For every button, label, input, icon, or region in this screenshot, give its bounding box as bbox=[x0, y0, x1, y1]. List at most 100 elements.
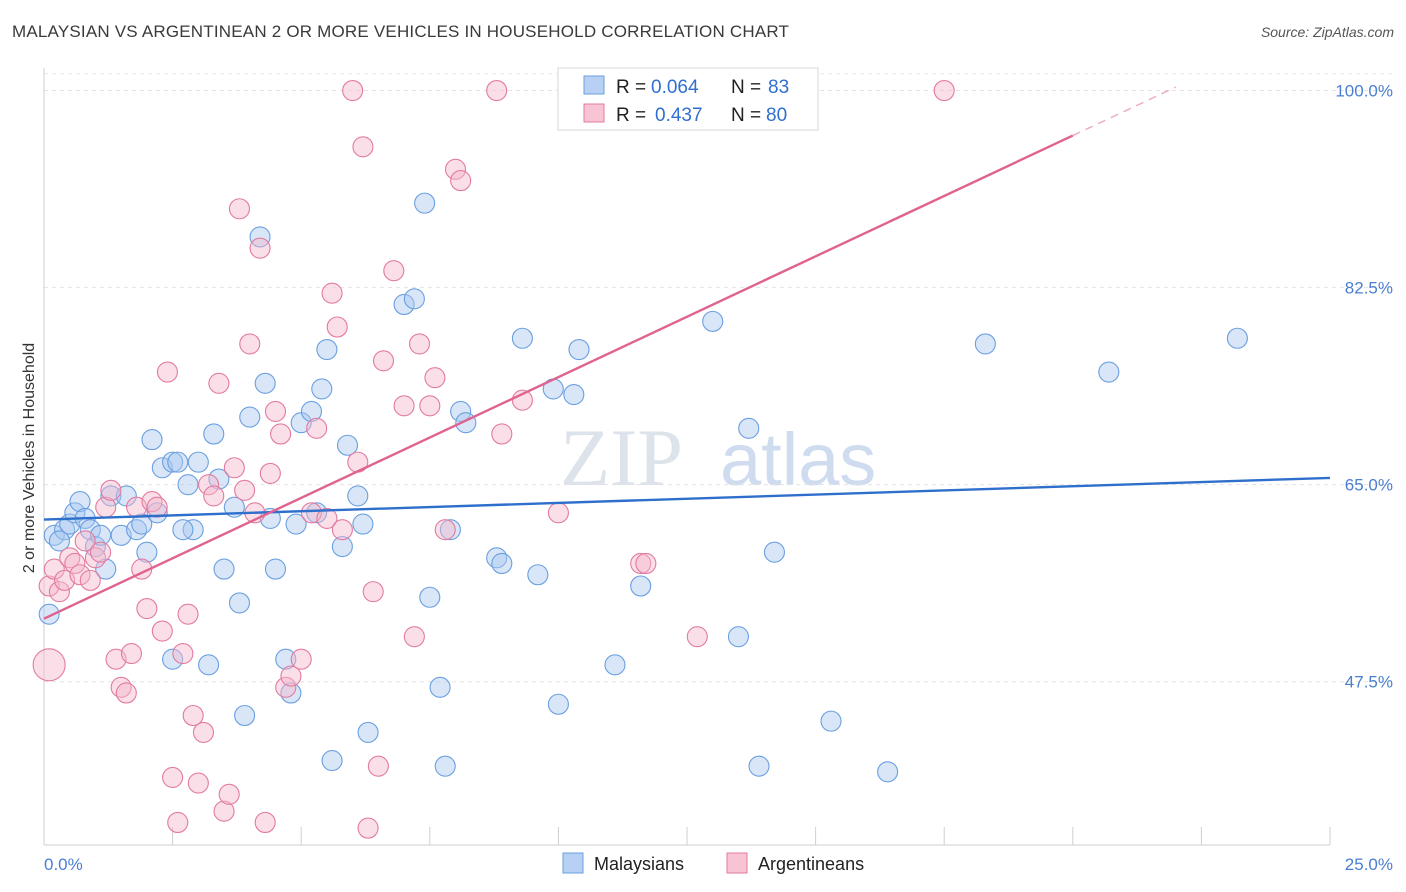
data-point bbox=[424, 367, 446, 389]
data-point bbox=[311, 378, 333, 400]
data-point bbox=[331, 519, 353, 541]
data-point bbox=[280, 665, 302, 687]
data-point bbox=[547, 502, 569, 524]
data-point bbox=[604, 654, 626, 676]
data-point bbox=[254, 811, 276, 834]
legend-r-value-blue: 0.064 bbox=[651, 77, 699, 98]
watermark: ZIP atlas bbox=[560, 412, 876, 503]
data-point bbox=[32, 648, 66, 682]
data-point bbox=[527, 564, 549, 586]
legend-n-value-blue: 83 bbox=[768, 77, 789, 98]
data-point bbox=[357, 721, 379, 743]
data-point bbox=[162, 648, 184, 670]
watermark-zip: ZIP bbox=[560, 412, 683, 503]
data-point bbox=[100, 479, 122, 501]
data-point bbox=[48, 581, 70, 603]
legend-swatch-pink bbox=[583, 103, 605, 123]
data-point bbox=[300, 400, 323, 423]
data-point bbox=[177, 603, 199, 625]
data-point bbox=[203, 485, 225, 507]
y-tick-label: 82.5% bbox=[1345, 279, 1393, 298]
data-point bbox=[234, 479, 256, 501]
data-point bbox=[239, 333, 261, 355]
data-point bbox=[419, 395, 441, 417]
bottom-legend-swatch-malaysians bbox=[562, 852, 584, 874]
data-point bbox=[223, 457, 245, 479]
data-point bbox=[79, 569, 101, 591]
data-point bbox=[167, 451, 189, 473]
data-point bbox=[239, 406, 261, 428]
data-point bbox=[306, 417, 328, 439]
data-point bbox=[403, 626, 425, 648]
data-point bbox=[69, 564, 91, 586]
data-point bbox=[419, 586, 441, 608]
data-point bbox=[259, 462, 281, 484]
legend-r-value-pink: 0.437 bbox=[655, 105, 703, 126]
data-point bbox=[187, 451, 209, 473]
data-point bbox=[877, 761, 899, 783]
data-point bbox=[686, 626, 708, 648]
data-point bbox=[218, 783, 240, 805]
y-axis-title: 2 or more Vehicles in Household bbox=[21, 343, 38, 573]
data-point bbox=[285, 513, 307, 535]
data-point bbox=[326, 316, 348, 338]
data-point bbox=[249, 226, 271, 248]
data-point bbox=[342, 79, 364, 102]
x-tick-labels: 0.0% 25.0% bbox=[44, 855, 1393, 874]
data-point bbox=[172, 519, 194, 541]
data-point bbox=[198, 474, 220, 496]
y-tick-label: 100.0% bbox=[1335, 82, 1393, 101]
data-point bbox=[393, 395, 415, 417]
data-point bbox=[372, 350, 395, 372]
legend-n-label-pink: N = bbox=[731, 105, 761, 126]
data-point bbox=[820, 710, 842, 732]
data-point bbox=[383, 260, 405, 282]
data-point bbox=[162, 766, 184, 788]
chart-title: MALAYSIAN VS ARGENTINEAN 2 OR MORE VEHIC… bbox=[12, 22, 790, 41]
data-point bbox=[630, 575, 652, 597]
data-point bbox=[264, 400, 287, 423]
data-point bbox=[403, 288, 425, 310]
data-point bbox=[408, 333, 431, 355]
data-point bbox=[331, 536, 353, 558]
data-point bbox=[264, 558, 287, 580]
data-point bbox=[182, 704, 204, 727]
data-point bbox=[321, 749, 343, 772]
axes bbox=[43, 68, 1331, 846]
data-point bbox=[228, 592, 251, 614]
trend-line-extension bbox=[1072, 86, 1176, 137]
data-point bbox=[131, 513, 153, 535]
trend-lines bbox=[43, 86, 1331, 620]
data-point bbox=[439, 519, 461, 541]
data-point bbox=[763, 541, 785, 563]
data-point bbox=[100, 485, 122, 507]
bottom-legend: Malaysians Argentineans bbox=[562, 852, 864, 874]
x-tick-label: 0.0% bbox=[44, 855, 83, 874]
data-point bbox=[414, 192, 436, 214]
data-point bbox=[156, 361, 179, 383]
data-point bbox=[336, 434, 359, 456]
chart-source: Source: ZipAtlas.com bbox=[1260, 24, 1394, 40]
data-point bbox=[1098, 361, 1120, 383]
data-point bbox=[79, 519, 101, 541]
data-point bbox=[136, 597, 158, 620]
data-point bbox=[275, 648, 297, 670]
data-point bbox=[208, 372, 230, 394]
data-point bbox=[187, 772, 209, 794]
series-argentineans bbox=[32, 79, 955, 839]
trend-line bbox=[43, 134, 1074, 620]
data-point bbox=[198, 654, 220, 676]
data-point bbox=[727, 626, 749, 648]
data-point bbox=[151, 620, 173, 642]
data-point bbox=[228, 198, 251, 220]
data-point bbox=[563, 384, 585, 406]
data-point bbox=[213, 800, 235, 822]
bottom-legend-malaysians: Malaysians bbox=[594, 854, 684, 874]
data-point bbox=[64, 552, 86, 575]
data-point bbox=[1226, 327, 1248, 349]
data-point bbox=[192, 721, 215, 743]
data-point bbox=[162, 451, 184, 473]
legend-box: R = 0.064 N = 83 R = 0.437 N = 80 bbox=[557, 67, 819, 131]
data-point bbox=[249, 237, 271, 259]
data-point bbox=[290, 648, 312, 670]
